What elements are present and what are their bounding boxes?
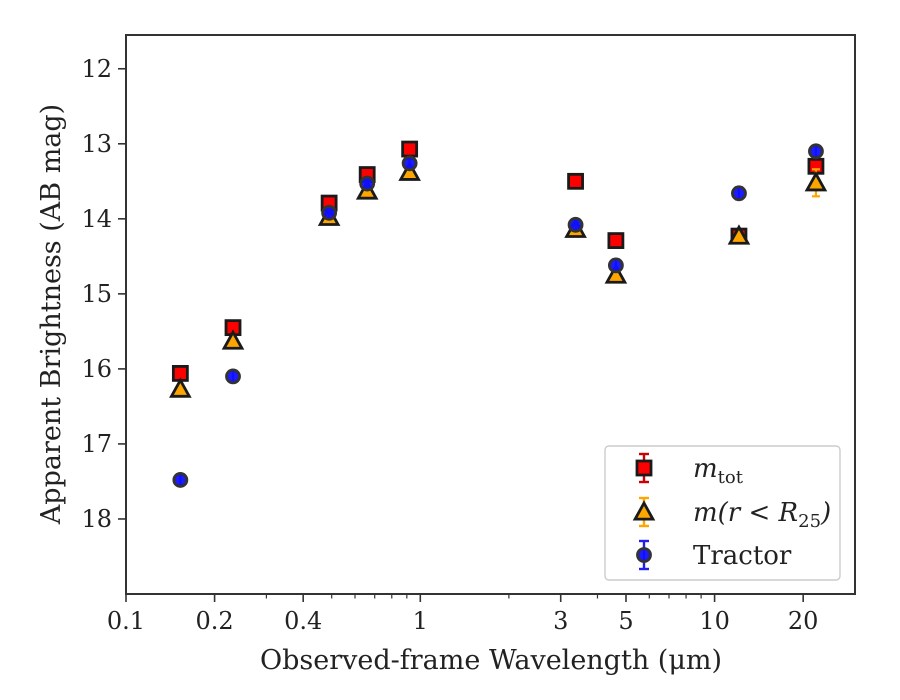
data-point (731, 185, 747, 202)
legend: mtot m(r < R25) Tractor (604, 445, 841, 581)
data-point (172, 472, 189, 488)
data-point (398, 160, 421, 181)
legend-entry: mtot (635, 452, 744, 488)
legend-box (604, 445, 841, 581)
y-tick-label: 18 (81, 505, 112, 533)
legend-label: Tractor (693, 541, 792, 571)
data-point (804, 171, 828, 192)
legend-entry: Tractor (636, 539, 792, 571)
y-tick-label: 13 (81, 130, 112, 158)
legend-marker (635, 459, 653, 477)
y-axis-title: Apparent Brightness (AB mag) (36, 104, 67, 525)
data-point (401, 155, 418, 172)
data-point (607, 232, 625, 249)
x-tick-label: 0.4 (284, 607, 322, 635)
data-point (401, 140, 419, 158)
data-point (321, 204, 338, 221)
legend-marker (632, 500, 656, 521)
data-point (225, 368, 241, 385)
plot-frame (125, 34, 856, 595)
plot-area (169, 140, 828, 488)
data-point (808, 143, 824, 160)
x-tick-label: 0.2 (196, 607, 234, 635)
data-point (567, 172, 584, 190)
y-tick-label: 17 (81, 430, 112, 458)
data-point (604, 263, 628, 284)
y-tick-label: 16 (81, 355, 112, 383)
data-point (727, 224, 751, 245)
y-tick-label: 14 (81, 205, 112, 233)
legend-marker (636, 547, 652, 563)
data-point (359, 175, 376, 192)
data-point (567, 216, 584, 233)
legend-label: mtot (693, 454, 744, 488)
series-triangle (169, 160, 828, 398)
x-tick-label: 10 (699, 607, 730, 635)
data-point (169, 377, 192, 398)
x-axis-title: Observed-frame Wavelength (μm) (260, 645, 722, 676)
y-tick-label: 15 (81, 280, 112, 308)
x-tick-label: 20 (788, 607, 819, 635)
legend-entry: m(r < R25) (632, 496, 831, 532)
series-circle (172, 143, 824, 488)
x-tick-label: 5 (618, 607, 633, 635)
data-point (607, 257, 624, 274)
y-tick-label: 12 (81, 55, 112, 83)
data-point (221, 329, 245, 350)
x-tick-label: 1 (413, 607, 428, 635)
x-tick-label: 3 (553, 607, 568, 635)
x-tick-label: 0.1 (107, 607, 145, 635)
legend-label: m(r < R25) (693, 498, 831, 532)
